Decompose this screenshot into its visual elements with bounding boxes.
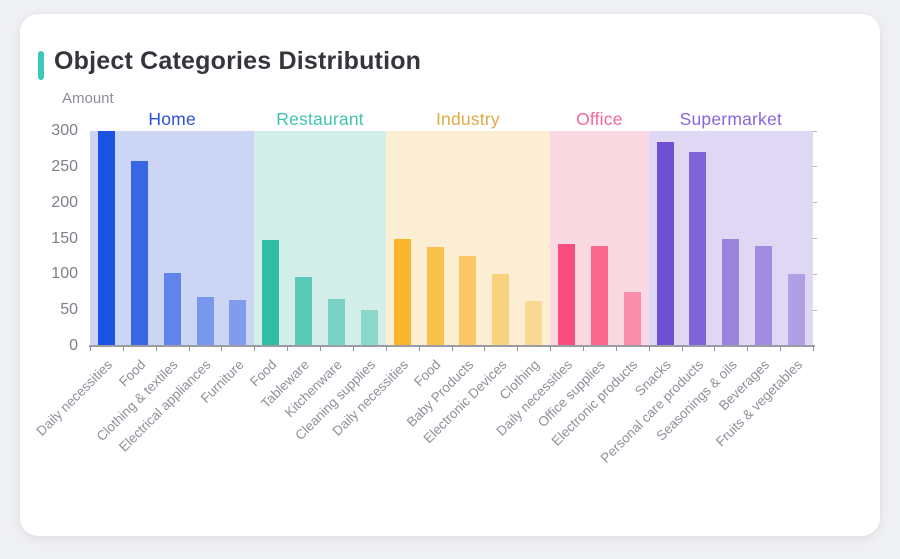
bar-home-electrical-appliances[interactable] <box>196 297 214 346</box>
group-label-industry: Industry <box>435 109 500 129</box>
y-axis-tick-label: 150 <box>51 229 78 247</box>
bar-restaurant-cleaning-supplies[interactable] <box>360 310 378 346</box>
bar-office-office-supplies[interactable] <box>590 246 608 346</box>
page-title: Object Categories Distribution <box>54 47 422 75</box>
bar-industry-food[interactable] <box>426 247 444 346</box>
y-axis-right-tick <box>813 130 817 132</box>
x-axis-tick <box>681 346 683 351</box>
y-axis-right-tick <box>813 238 817 239</box>
group-label-supermarket: Supermarket <box>679 109 783 129</box>
bar-industry-baby-products[interactable] <box>459 255 477 346</box>
x-axis-tick <box>89 346 91 351</box>
x-axis-tick <box>253 346 255 351</box>
x-axis-tick <box>582 346 584 351</box>
y-axis-tick-label: 50 <box>60 301 78 319</box>
y-axis-right-tick <box>813 273 817 275</box>
plot-area <box>89 130 817 351</box>
y-axis-tick-label: 0 <box>69 337 78 354</box>
x-axis-tick <box>746 346 748 351</box>
x-axis-tick <box>122 346 124 351</box>
x-axis-tick <box>483 346 485 351</box>
x-axis-tick <box>385 346 387 351</box>
x-axis-tick <box>779 346 781 351</box>
bar-restaurant-tableware[interactable] <box>295 277 313 346</box>
group-label-home: Home <box>148 109 196 129</box>
group-label-office: Office <box>576 109 623 129</box>
bar-office-daily-necessities[interactable] <box>558 244 576 346</box>
x-axis-tick <box>648 346 650 351</box>
title-accent-bar <box>38 51 44 80</box>
x-axis-tick <box>220 346 222 351</box>
bar-supermarket-snacks[interactable] <box>656 141 674 346</box>
y-axis-tick-label: 100 <box>51 265 78 283</box>
bar-supermarket-beverages[interactable] <box>755 245 773 346</box>
bar-supermarket-personal-care-products[interactable] <box>689 151 707 346</box>
bar-restaurant-food[interactable] <box>262 239 280 346</box>
y-axis-title: Amount <box>62 90 114 107</box>
bar-home-clothing-textiles[interactable] <box>163 272 181 346</box>
group-labels-row: Home Restaurant Industry Office Supermarket <box>90 107 813 131</box>
y-axis-tick-label: 250 <box>51 157 78 175</box>
bar-office-electronic-products[interactable] <box>623 292 641 346</box>
y-axis-tick-label: 300 <box>51 122 78 139</box>
x-axis-tick <box>451 346 453 351</box>
bar-industry-daily-necessities[interactable] <box>393 238 411 346</box>
y-axis-right-tick <box>813 309 817 311</box>
y-axis-right-tick <box>813 166 817 168</box>
bar-industry-clothing[interactable] <box>525 300 543 346</box>
group-label-restaurant: Restaurant <box>276 109 364 129</box>
chart-card: Object Categories Distribution Amount Ho… <box>20 14 880 536</box>
x-axis-tick <box>516 346 518 351</box>
x-axis-tick <box>352 346 354 351</box>
x-axis-tick <box>418 346 420 351</box>
x-axis-tick <box>188 346 190 351</box>
y-axis-tick-label: 200 <box>51 193 78 211</box>
bar-restaurant-kitchenware[interactable] <box>327 299 345 346</box>
bar-home-furniture[interactable] <box>229 300 247 346</box>
y-axis-right-tick <box>813 202 817 204</box>
bar-home-food[interactable] <box>130 161 148 346</box>
bar-supermarket-seasonings-oils[interactable] <box>722 238 740 346</box>
x-axis-tick <box>812 346 814 351</box>
bar-industry-electronic-devices[interactable] <box>492 274 510 346</box>
x-axis-tick <box>713 346 715 351</box>
bar-home-daily-necessities[interactable] <box>97 131 115 346</box>
x-axis-tick <box>286 346 288 351</box>
x-axis-tick <box>155 346 157 351</box>
x-axis-labels: Daily necessities Food Clothing & textiles… <box>33 354 813 534</box>
bar-supermarket-fruits-vegetables[interactable] <box>788 273 806 346</box>
x-axis-tick <box>615 346 617 351</box>
x-axis-tick <box>319 346 321 351</box>
y-axis: 0 50 100 150 200 250 300 <box>20 122 80 354</box>
x-axis-tick <box>549 346 551 351</box>
